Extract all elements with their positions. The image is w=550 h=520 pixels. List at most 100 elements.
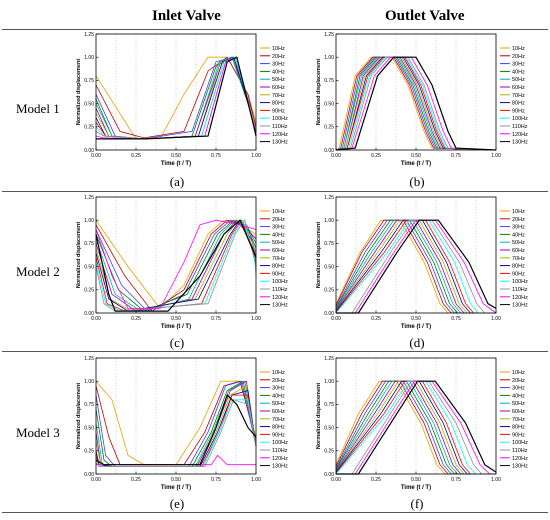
legend-label: 110Hz <box>272 287 288 293</box>
x-tick-label: 1.00 <box>491 316 501 322</box>
series-line-10Hz <box>335 219 496 314</box>
series-line-60Hz <box>335 380 496 475</box>
legend-label: 80Hz <box>272 425 285 431</box>
series-line-80Hz <box>335 219 496 314</box>
legend-label: 10Hz <box>272 209 285 215</box>
model-2-label: Model 2 <box>16 264 60 279</box>
x-tick-label: 0.50 <box>171 153 181 159</box>
legend-label: 90Hz <box>512 432 525 438</box>
legend-label: 30Hz <box>272 62 285 68</box>
legend-label: 80Hz <box>272 101 285 107</box>
series-line-110Hz <box>95 219 257 312</box>
x-tick-label: 0.50 <box>171 316 181 322</box>
row-separator-1 <box>2 191 548 192</box>
series-line-130Hz <box>336 219 497 314</box>
y-tick-label: 1.25 <box>84 195 94 201</box>
y-tick-label: 0.25 <box>324 288 334 294</box>
series-line-120Hz <box>95 219 257 309</box>
y-tick-label: 0.50 <box>84 425 94 431</box>
x-tick-label: 0.00 <box>91 153 101 159</box>
legend-label: 130Hz <box>512 140 528 146</box>
x-tick-label: 0.00 <box>331 316 341 322</box>
series-line-130Hz <box>335 56 497 151</box>
legend-label: 100Hz <box>272 440 288 446</box>
legend-label: 110Hz <box>512 448 528 454</box>
series-line-100Hz <box>335 380 496 475</box>
legend-label: 80Hz <box>512 264 525 270</box>
y-axis-label: Normalized displacement <box>76 59 82 125</box>
y-tick-label: 1.25 <box>324 356 334 362</box>
legend-label: 50Hz <box>272 401 285 407</box>
legend-label: 10Hz <box>512 46 525 52</box>
legend-label: 40Hz <box>272 232 285 238</box>
y-tick-label: 0.25 <box>84 449 94 455</box>
series-line-30Hz <box>95 380 257 467</box>
legend-label: 100Hz <box>512 440 528 446</box>
y-tick-label: 0.50 <box>324 264 334 270</box>
legend-label: 110Hz <box>272 448 288 454</box>
legend-label: 50Hz <box>512 77 525 83</box>
legend-label: 20Hz <box>512 54 525 60</box>
y-axis-label: Normalized displacement <box>76 222 82 288</box>
legend-label: 90Hz <box>272 271 285 277</box>
y-tick-label: 0.75 <box>324 78 334 84</box>
legend-label: 100Hz <box>512 116 528 122</box>
y-tick-label: 0.25 <box>324 125 334 131</box>
legend-label: 60Hz <box>512 85 525 91</box>
legend-label: 50Hz <box>272 240 285 246</box>
y-tick-label: 0.50 <box>324 101 334 107</box>
y-tick-label: 0.00 <box>84 472 94 478</box>
y-tick-label: 0.75 <box>324 402 334 408</box>
y-tick-label: 0.75 <box>84 241 94 247</box>
legend-label: 20Hz <box>512 378 525 384</box>
series-line-90Hz <box>335 380 496 475</box>
legend-label: 110Hz <box>272 124 288 130</box>
x-axis-label: Time (t / T) <box>161 485 191 491</box>
x-tick-label: 0.25 <box>131 477 141 483</box>
y-axis-label: Normalized displacement <box>316 383 322 449</box>
legend-label: 20Hz <box>272 54 285 60</box>
series-line-30Hz <box>95 219 257 312</box>
legend-label: 110Hz <box>512 124 528 130</box>
legend-label: 70Hz <box>512 93 525 99</box>
legend-label: 90Hz <box>272 108 285 114</box>
chart-panel-d: 0.00 0.25 0.50 0.75 1.00 1.25 0.00 0.25 0.50 0.75… <box>316 195 528 330</box>
series-line-50Hz <box>335 219 496 314</box>
series-line-30Hz <box>335 219 496 314</box>
series-line-70Hz <box>95 219 257 312</box>
legend-label: 120Hz <box>512 456 528 462</box>
series-line-60Hz <box>335 219 496 314</box>
model-3-label: Model 3 <box>16 425 60 440</box>
x-tick-label: 0.75 <box>451 477 461 483</box>
caption-d: (d) <box>409 335 425 350</box>
caption-c: (c) <box>169 335 185 350</box>
legend-label: 50Hz <box>512 401 525 407</box>
legend-label: 120Hz <box>272 295 288 301</box>
legend-label: 20Hz <box>272 378 285 384</box>
legend-label: 70Hz <box>512 256 525 262</box>
legend-label: 80Hz <box>512 425 525 431</box>
legend-label: 70Hz <box>272 417 285 423</box>
legend-label: 30Hz <box>512 386 525 392</box>
x-tick-label: 0.50 <box>411 477 421 483</box>
legend-label: 120Hz <box>512 295 528 301</box>
chart-panel-c: 0.00 0.25 0.50 0.75 1.00 1.25 0.00 0.25 0.50 0.75… <box>76 195 288 330</box>
legend-label: 10Hz <box>272 46 285 52</box>
legend-label: 100Hz <box>272 279 288 285</box>
y-tick-label: 0.50 <box>84 101 94 107</box>
legend-label: 60Hz <box>272 85 285 91</box>
legend-label: 130Hz <box>272 140 288 146</box>
x-tick-label: 0.50 <box>411 316 421 322</box>
y-tick-label: 1.00 <box>324 55 334 61</box>
legend-label: 70Hz <box>272 93 285 99</box>
x-tick-label: 0.75 <box>211 153 221 159</box>
series-line-20Hz <box>335 219 496 314</box>
legend-label: 110Hz <box>512 287 528 293</box>
legend-label: 40Hz <box>272 393 285 399</box>
x-axis-label: Time (t / T) <box>161 161 191 167</box>
legend-label: 120Hz <box>512 132 528 138</box>
y-tick-label: 0.75 <box>84 78 94 84</box>
legend-label: 40Hz <box>512 393 525 399</box>
y-tick-label: 1.00 <box>84 218 94 224</box>
outlet-valve-header: Outlet Valve <box>385 8 465 24</box>
